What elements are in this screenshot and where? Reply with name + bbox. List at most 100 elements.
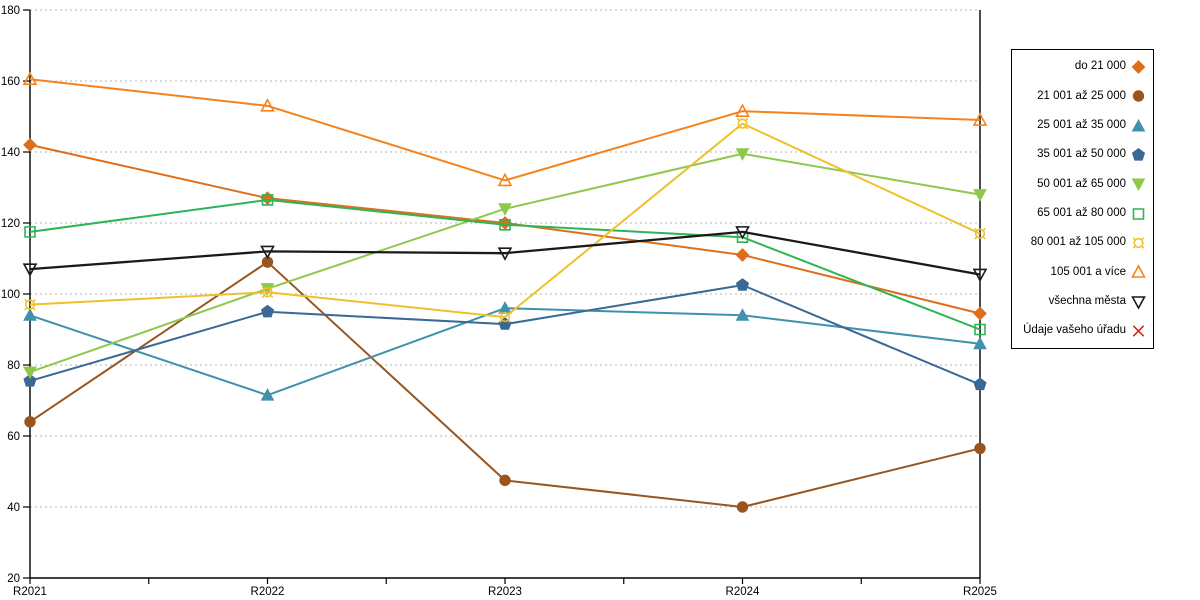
circle-marker-icon xyxy=(499,474,511,487)
triangle-up-marker-icon xyxy=(260,388,275,401)
triangle-up-marker-icon xyxy=(735,103,750,117)
legend-item: 105 001 a více xyxy=(1016,264,1147,280)
legend-marker-icon xyxy=(1132,325,1145,337)
legend-item: 50 001 až 65 000 xyxy=(1016,176,1147,192)
y-axis-tick-label: 80 xyxy=(7,360,20,372)
legend-marker-icon xyxy=(1132,237,1145,249)
legend-item-label: 80 001 až 105 000 xyxy=(1030,236,1126,249)
legend-marker-icon xyxy=(1131,147,1146,161)
legend-item: do 21 000 xyxy=(1016,59,1147,75)
triangle-down-marker-icon xyxy=(497,247,513,261)
sun-circle-marker-icon xyxy=(1132,237,1145,249)
sun-circle-marker-icon xyxy=(24,298,36,311)
y-axis-tick-label: 20 xyxy=(7,573,20,585)
triangle-down-marker-icon xyxy=(735,148,750,161)
y-axis-tick-label: 180 xyxy=(1,5,20,17)
diamond-marker-icon xyxy=(1131,60,1146,74)
triangle-down-marker-icon xyxy=(23,366,37,380)
triangle-down-marker-icon xyxy=(1131,295,1146,310)
square-marker-icon xyxy=(499,218,511,231)
circle-marker-icon xyxy=(1132,90,1145,103)
pentagon-marker-icon xyxy=(973,377,987,391)
circle-marker-icon xyxy=(974,442,986,455)
sun-circle-marker-icon xyxy=(261,286,274,299)
x-axis-tick-label: R2023 xyxy=(488,586,522,598)
triangle-down-marker-icon xyxy=(22,263,38,277)
legend-item: 80 001 až 105 000 xyxy=(1016,235,1147,251)
legend-item-label: 35 001 až 50 000 xyxy=(1037,148,1126,161)
x-axis-tick-label: R2025 xyxy=(963,586,997,598)
triangle-up-marker-icon xyxy=(973,336,987,350)
y-axis-tick-label: 120 xyxy=(1,218,20,230)
series-line-9 xyxy=(29,230,981,276)
circle-marker-icon xyxy=(736,501,749,513)
legend-item-label: 105 001 a více xyxy=(1050,265,1126,278)
diamond-marker-icon xyxy=(735,248,750,262)
legend-item-label: 65 001 až 80 000 xyxy=(1037,206,1126,219)
legend-item-label: do 21 000 xyxy=(1074,60,1126,73)
y-axis-tick-label: 100 xyxy=(1,289,20,301)
triangle-up-marker-icon xyxy=(735,308,750,321)
series-line-8 xyxy=(29,78,981,182)
pentagon-marker-icon xyxy=(735,278,750,291)
y-axis-tick-label: 60 xyxy=(7,431,20,443)
legend-item-label: Údaje vašeho úřadu xyxy=(1023,324,1126,337)
legend-item-label: 21 001 až 25 000 xyxy=(1037,89,1126,102)
legend-item: všechna města xyxy=(1016,294,1147,310)
legend-item-label: 25 001 až 35 000 xyxy=(1037,118,1126,131)
legend-marker-icon xyxy=(1131,118,1146,132)
triangle-down-marker-icon xyxy=(735,226,750,240)
triangle-down-marker-icon xyxy=(973,189,987,202)
diamond-marker-icon xyxy=(23,137,37,152)
diamond-marker-icon xyxy=(973,306,987,321)
square-marker-icon xyxy=(261,194,274,206)
legend-marker-icon xyxy=(1131,264,1146,279)
x-axis-tick-label: R2022 xyxy=(251,586,285,598)
legend-item: 35 001 až 50 000 xyxy=(1016,147,1147,163)
series-line-7 xyxy=(29,122,981,319)
square-marker-icon xyxy=(24,226,36,238)
circle-marker-icon xyxy=(24,416,36,428)
triangle-up-marker-icon xyxy=(497,172,513,187)
triangle-up-marker-icon xyxy=(260,98,275,112)
legend-item: 65 001 až 80 000 xyxy=(1016,206,1147,222)
y-axis-tick-label: 160 xyxy=(1,76,20,88)
legend-item: 21 001 až 25 000 xyxy=(1016,88,1147,104)
legend-item: 25 001 až 35 000 xyxy=(1016,118,1147,134)
legend-marker-icon xyxy=(1132,207,1145,220)
legend-item-label: 50 001 až 65 000 xyxy=(1037,177,1126,190)
pentagon-marker-icon xyxy=(260,304,275,318)
sun-circle-marker-icon xyxy=(974,227,986,240)
triangle-down-marker-icon xyxy=(972,268,988,283)
triangle-down-marker-icon xyxy=(260,245,275,260)
x-marker-icon xyxy=(1132,325,1145,337)
series-line-4 xyxy=(29,284,981,386)
legend-marker-icon xyxy=(1132,90,1145,103)
series-line-6 xyxy=(29,198,981,331)
triangle-up-marker-icon xyxy=(1131,118,1146,132)
sun-circle-marker-icon xyxy=(736,117,749,130)
legend-item: Údaje vašeho úřadu xyxy=(1016,323,1147,339)
pentagon-marker-icon xyxy=(23,373,37,387)
square-marker-icon xyxy=(1132,207,1145,220)
legend-marker-icon xyxy=(1131,60,1146,74)
legend-marker-icon xyxy=(1131,295,1146,310)
series-line-2 xyxy=(29,261,981,508)
y-axis-tick-label: 140 xyxy=(1,147,20,159)
triangle-up-marker-icon xyxy=(1131,264,1146,279)
pentagon-marker-icon xyxy=(1131,147,1146,161)
triangle-up-marker-icon xyxy=(22,71,38,86)
x-axis-tick-label: R2021 xyxy=(13,586,47,598)
legend-item-label: všechna města xyxy=(1048,294,1126,307)
triangle-up-marker-icon xyxy=(972,112,988,126)
triangle-down-marker-icon xyxy=(498,203,512,216)
triangle-up-marker-icon xyxy=(23,308,37,321)
x-axis-tick-label: R2024 xyxy=(726,586,760,598)
triangle-down-marker-icon xyxy=(1131,178,1146,192)
chart-legend: do 21 000 21 001 až 25 000 25 001 až 35 00… xyxy=(1011,49,1154,349)
legend-marker-icon xyxy=(1131,178,1146,192)
y-axis-tick-label: 40 xyxy=(7,502,20,514)
sun-circle-marker-icon xyxy=(499,311,511,323)
